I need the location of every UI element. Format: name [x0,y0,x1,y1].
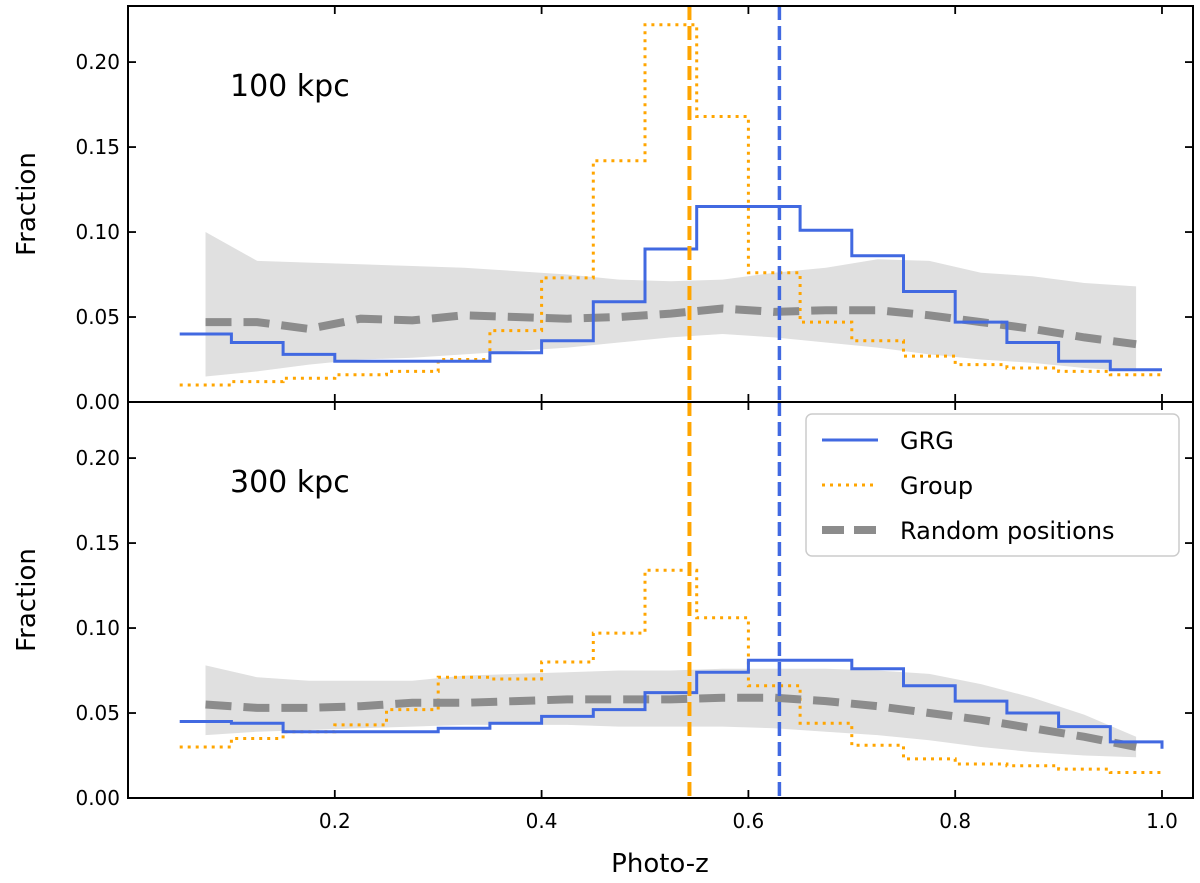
legend-label-random: Random positions [900,517,1115,545]
y-tick-label: 0.15 [75,135,120,159]
random-band [205,232,1137,377]
y-tick-label: 0.10 [75,220,120,244]
y-tick-layer: 0.00 0.05 0.10 0.15 0.20 [75,50,1193,414]
grg-series [179,658,1164,749]
legend-label-group: Group [900,472,973,500]
vline-layer [687,402,782,798]
x-tick-label: 1.0 [1146,809,1178,833]
x-tick-layer [333,6,1163,402]
group-series [179,568,1162,774]
random-band [205,665,1137,758]
vline-layer [687,6,782,402]
panel-label: 300 kpc [230,465,350,500]
y-tick-label: 0.05 [75,305,120,329]
x-tick-label: 0.2 [319,809,351,833]
y-tick-label: 0.10 [75,616,120,640]
y-tick-label: 0.05 [75,701,120,725]
y-tick-label: 0.00 [75,390,120,414]
y-tick-label: 0.15 [75,531,120,555]
x-axis-label: Photo-z [611,849,709,879]
legend-label-grg: GRG [900,427,954,455]
y-tick-layer: 0.00 0.05 0.10 0.15 0.20 [75,446,1193,810]
legend-frame [805,413,1180,557]
y-axis-label: Fraction [12,548,42,652]
legend: GRG Group Random positions [805,413,1180,557]
y-axis-label: Fraction [12,152,42,256]
x-tick-label: 0.8 [939,809,971,833]
y-tick-label: 0.20 [75,446,120,470]
grg-series [179,205,1162,372]
panel-frame [127,401,1194,799]
y-tick-label: 0.00 [75,786,120,810]
x-tick-label: 0.4 [526,809,558,833]
y-tick-label: 0.20 [75,50,120,74]
random-mean-series [205,693,1137,751]
panel-top: 0.00 0.05 0.10 0.15 0.20 100 kpc Fraction [12,5,1194,414]
series-layer [179,23,1162,387]
panel-label: 100 kpc [230,69,350,104]
series-layer [179,568,1164,774]
band-layer [205,665,1137,758]
x-tick-layer: 0.2 0.4 0.6 0.8 1.0 [319,402,1178,833]
x-tick-label: 0.6 [732,809,764,833]
band-layer [205,232,1137,377]
panel-bottom: 0.00 0.05 0.10 0.15 0.20 0.2 0.4 0.6 0.8 1.0 300… [12,401,1194,833]
